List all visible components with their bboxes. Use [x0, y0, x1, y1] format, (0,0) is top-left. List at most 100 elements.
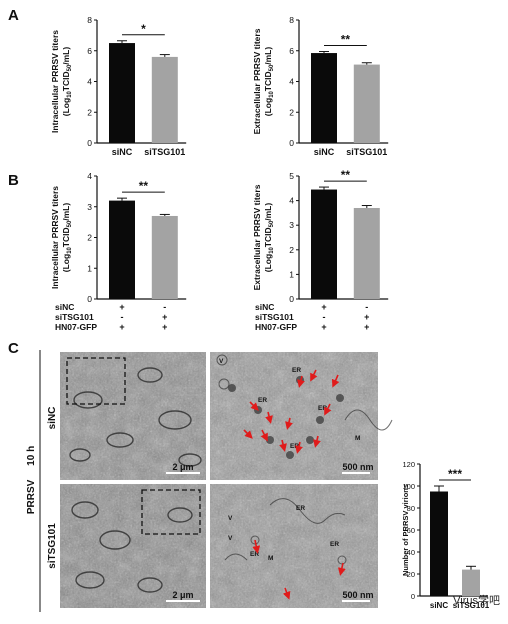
significance-label: ***	[448, 467, 462, 481]
y-axis-label-part: /mL)	[263, 203, 273, 221]
y-tick-label: 1	[87, 263, 92, 273]
y-tick-label: 2	[289, 245, 294, 255]
condition-mark: +	[364, 322, 369, 332]
y-tick-label: 0	[411, 592, 415, 601]
panel-label-c: C	[8, 340, 19, 357]
y-tick-label: 0	[87, 294, 92, 304]
em-image-sitsg101-low: 2 μm	[60, 484, 206, 608]
condition-name: siNC	[55, 302, 74, 312]
y-axis-label-line1: Intracellular PRRSV titers	[50, 30, 60, 133]
condition-mark: -	[121, 312, 124, 322]
em-image-sinc-low: 2 μm	[60, 352, 206, 480]
y-tick-label: 6	[87, 46, 92, 56]
scale-bar-label: 2 μm	[172, 462, 193, 472]
y-tick-label: 2	[87, 107, 92, 117]
y-axis-label-line2: (Log10TCID50/mL)	[263, 203, 275, 273]
scale-bar-label: 500 nm	[342, 590, 373, 600]
y-tick-label: 80	[407, 504, 415, 513]
organelle-label: ER	[330, 541, 339, 548]
condition-mark: +	[162, 322, 167, 332]
y-axis-label-part: TCID	[263, 227, 273, 247]
organelle-label: ER	[296, 505, 305, 512]
bar	[151, 215, 178, 299]
y-axis-label-part: TCID	[263, 71, 273, 91]
y-tick-label: 4	[87, 171, 92, 181]
y-axis-label-part: 50	[67, 64, 73, 71]
y-axis-label-part: (Log	[263, 254, 273, 272]
condition-mark: -	[163, 302, 166, 312]
y-tick-label: 8	[289, 15, 294, 25]
y-axis-label-part: /mL)	[61, 203, 71, 221]
y-tick-label: 0	[87, 138, 92, 148]
condition-mark: -	[323, 312, 326, 322]
em-image-sinc-high: V ER ER ER M ER 500 nm	[210, 352, 393, 480]
y-axis-label-part: 10	[67, 246, 73, 253]
bar	[311, 189, 337, 299]
y-axis-label-part: 10	[269, 246, 275, 253]
y-axis-label-part: (Log	[61, 254, 71, 272]
category-label: siTSG101	[453, 601, 490, 610]
y-axis-label-part: 10	[67, 90, 73, 97]
y-tick-label: 4	[289, 77, 294, 87]
y-tick-label: 5	[289, 171, 294, 181]
em-side-label: PRRSV 10 h	[26, 446, 37, 514]
bar	[430, 491, 448, 596]
category-label: siNC	[314, 147, 335, 157]
em-inset-box	[141, 489, 201, 535]
organelle-label: ER	[258, 397, 267, 404]
y-tick-label: 6	[289, 46, 294, 56]
y-axis-label-part: TCID	[61, 227, 71, 247]
bar	[151, 56, 178, 143]
y-tick-label: 4	[87, 77, 92, 87]
condition-name: siTSG101	[55, 312, 94, 322]
condition-name: siNC	[255, 302, 274, 312]
y-axis-label-part: 50	[269, 220, 275, 227]
panel-label-a: A	[8, 7, 19, 24]
condition-mark: +	[119, 322, 124, 332]
y-axis-label-part: 50	[269, 64, 275, 71]
category-label: siTSG101	[346, 147, 387, 157]
chart-a-intracellular: 0 2 4 6 8 * siNC siTSG101 Intracellular PRRSV ti…	[50, 15, 187, 157]
condition-mark: +	[321, 322, 326, 332]
y-axis-label-line2: (Log10TCID50/mL)	[61, 203, 73, 273]
organelle-label: M	[355, 435, 360, 442]
condition-name: siTSG101	[255, 312, 294, 322]
em-image-sitsg101-high: V V ER M ER ER 500 nm	[210, 484, 378, 608]
condition-mark: +	[364, 312, 369, 322]
y-tick-label: 4	[289, 196, 294, 206]
organelle-label: ER	[290, 443, 299, 450]
y-axis-label-line2: (Log10TCID50/mL)	[61, 47, 73, 117]
y-tick-label: 60	[407, 526, 415, 535]
panel-label-b: B	[8, 172, 19, 189]
bar	[109, 200, 135, 299]
significance-label: **	[341, 168, 351, 182]
chart-a-extracellular: 0 2 4 6 8 ** siNC siTSG101 Extracellular PRRSV t…	[252, 15, 389, 157]
bar	[109, 43, 135, 143]
condition-mark: +	[321, 302, 326, 312]
category-label: siTSG101	[144, 147, 185, 157]
organelle-label: V	[228, 515, 233, 522]
condition-name: HN07-GFP	[255, 322, 297, 332]
bar	[462, 569, 480, 596]
y-tick-label: 40	[407, 548, 415, 557]
chart-c-virions: 0 20 40 60 80 100 120 *** siNC siTSG101 Number of …	[401, 460, 490, 610]
y-axis-label-line2: (Log10TCID50/mL)	[263, 47, 275, 117]
em-panel: PRRSV 10 h siNC siTSG101 2 μm	[26, 350, 393, 612]
condition-mark: +	[162, 312, 167, 322]
organelle-label: M	[268, 555, 273, 562]
y-axis-label-part: 50	[67, 220, 73, 227]
organelle-label: ER	[318, 405, 327, 412]
y-axis-label-part: TCID	[61, 71, 71, 91]
scale-bar-label: 2 μm	[172, 590, 193, 600]
category-label: siNC	[430, 601, 448, 610]
y-tick-label: 20	[407, 570, 415, 579]
organelle-label: V	[219, 358, 224, 365]
bar	[353, 64, 380, 143]
watermark: Virus学吧	[453, 593, 500, 607]
y-axis-label: Number of PRRSV virions	[401, 484, 410, 576]
y-tick-label: 3	[87, 202, 92, 212]
y-axis-label-part: 10	[269, 90, 275, 97]
scale-bar-label: 500 nm	[342, 462, 373, 472]
bar	[311, 53, 337, 143]
